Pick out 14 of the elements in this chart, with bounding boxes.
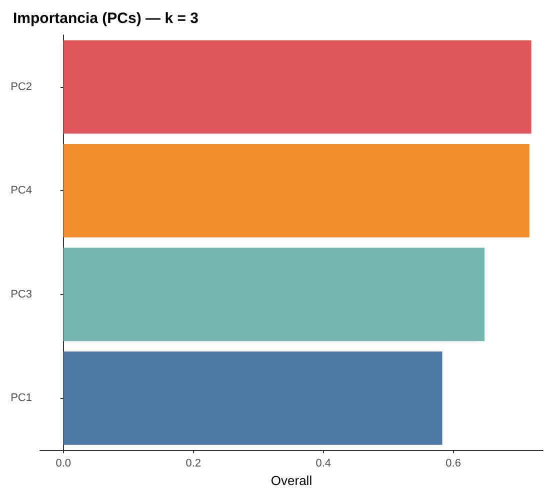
chart-title: Importancia (PCs) — k = 3 [13,10,198,27]
x-tick-label: 0.6 [446,458,461,470]
bar [63,144,530,238]
x-tick-label: 0.2 [186,458,202,470]
y-tick-label: PC3 [10,288,32,300]
y-tick-label: PC4 [10,184,32,197]
bar [63,352,442,445]
bar [63,40,532,134]
x-tick-label: 0.4 [316,458,331,470]
y-tick-label: PC2 [10,80,32,93]
x-tick-label: 0.0 [56,458,72,470]
y-tick-label: PC1 [10,392,32,404]
bar [63,248,485,342]
x-axis-title: Overall [270,473,312,488]
